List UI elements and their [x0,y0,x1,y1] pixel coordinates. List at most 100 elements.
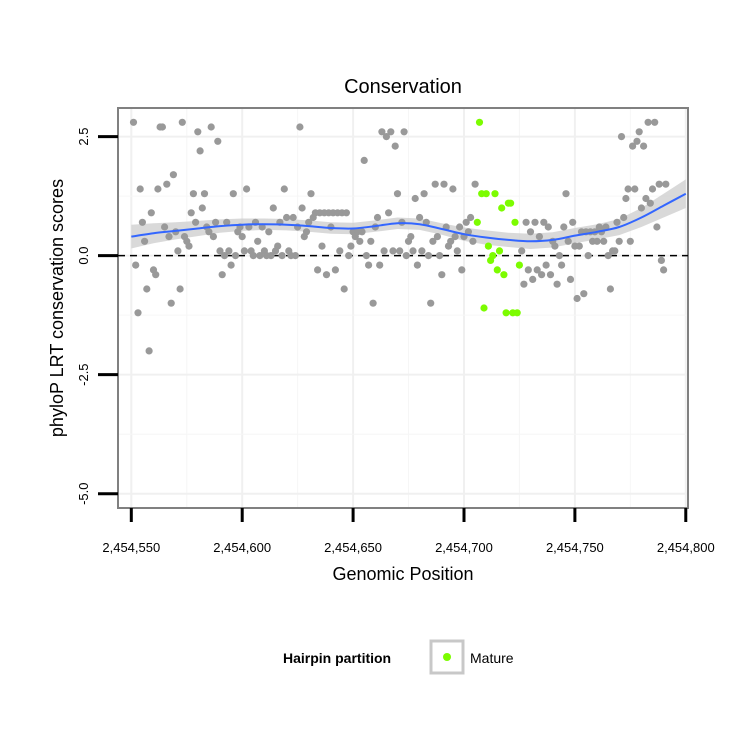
data-point [600,237,608,245]
data-point [396,247,404,255]
data-point [229,190,237,198]
data-point [644,118,652,126]
data-point [302,228,311,236]
data-point [214,137,222,145]
data-point [540,218,548,226]
data-point [369,299,377,307]
data-point [380,247,388,255]
data-point [526,228,535,236]
data-point [593,237,601,245]
mature-data-point [484,242,492,250]
data-point [642,194,650,203]
x-tick-label: 2,454,700 [435,540,493,555]
x-tick-label: 2,454,550 [102,540,160,555]
data-point [194,128,202,136]
data-point [544,223,552,231]
plot-panel [117,107,689,509]
data-point [192,218,200,226]
data-point [318,242,326,250]
data-point [409,247,417,255]
data-point [393,190,402,198]
data-point [322,271,331,279]
data-point [158,123,166,131]
mature-data-point [507,199,515,207]
data-point [132,261,140,269]
data-point [176,285,184,293]
data-point [471,180,479,188]
data-point [305,218,313,226]
y-tick-label: -2.5 [76,363,91,385]
data-point [340,285,348,293]
data-point [223,218,231,226]
data-point [134,309,142,317]
data-point [456,223,464,231]
data-point [298,204,306,212]
data-point [154,185,162,193]
data-point [256,252,264,260]
data-point [640,142,648,150]
data-point [431,180,439,188]
data-point [289,213,297,222]
data-point [542,261,550,269]
data-point [451,233,459,241]
data-point [240,247,248,255]
data-point [633,137,641,145]
data-point [602,223,610,231]
data-point [606,285,615,293]
y-axis-label: phyloP LRT conservation scores [47,179,67,437]
mature-data-point [491,190,499,198]
data-point [254,237,262,245]
data-point [562,190,570,198]
data-point [411,194,419,203]
data-point [387,128,395,136]
data-point [635,128,643,136]
data-point [653,223,661,231]
y-tick-label: 2.5 [76,128,91,146]
data-point [218,271,226,279]
mature-data-point [493,266,501,274]
data-point [449,185,457,193]
data-point [418,247,426,255]
mature-points [473,118,524,317]
data-point [178,118,186,126]
grid-lines [118,108,688,508]
data-point [207,123,215,131]
data-point [189,190,197,198]
other-points [129,118,670,355]
data-point [657,256,666,264]
data-point [385,209,393,217]
data-point [165,233,173,241]
data-point [613,218,621,226]
data-point [438,271,446,279]
data-point [520,280,528,288]
data-point [620,213,628,222]
data-point [185,242,193,250]
x-tick-label: 2,454,650 [324,540,382,555]
data-point [296,123,304,131]
mature-data-point [473,218,481,226]
data-point [469,237,477,245]
data-point [141,237,149,245]
smooth-line [131,192,687,243]
data-point [575,242,583,250]
data-point [464,228,472,236]
data-point [249,252,257,260]
data-point [196,147,204,155]
data-point [429,237,437,245]
data-point [646,199,654,207]
mature-data-point [500,271,508,279]
mature-data-point [498,204,506,212]
data-point [447,237,455,245]
data-point [278,252,286,260]
data-point [564,237,572,245]
data-point [291,252,299,260]
data-point [427,299,435,307]
data-point [205,228,213,236]
data-point [382,133,390,141]
data-point [580,290,588,298]
data-point [362,252,370,260]
data-point [143,285,151,293]
data-point [522,218,530,226]
data-point [533,266,541,274]
data-point [407,233,415,241]
